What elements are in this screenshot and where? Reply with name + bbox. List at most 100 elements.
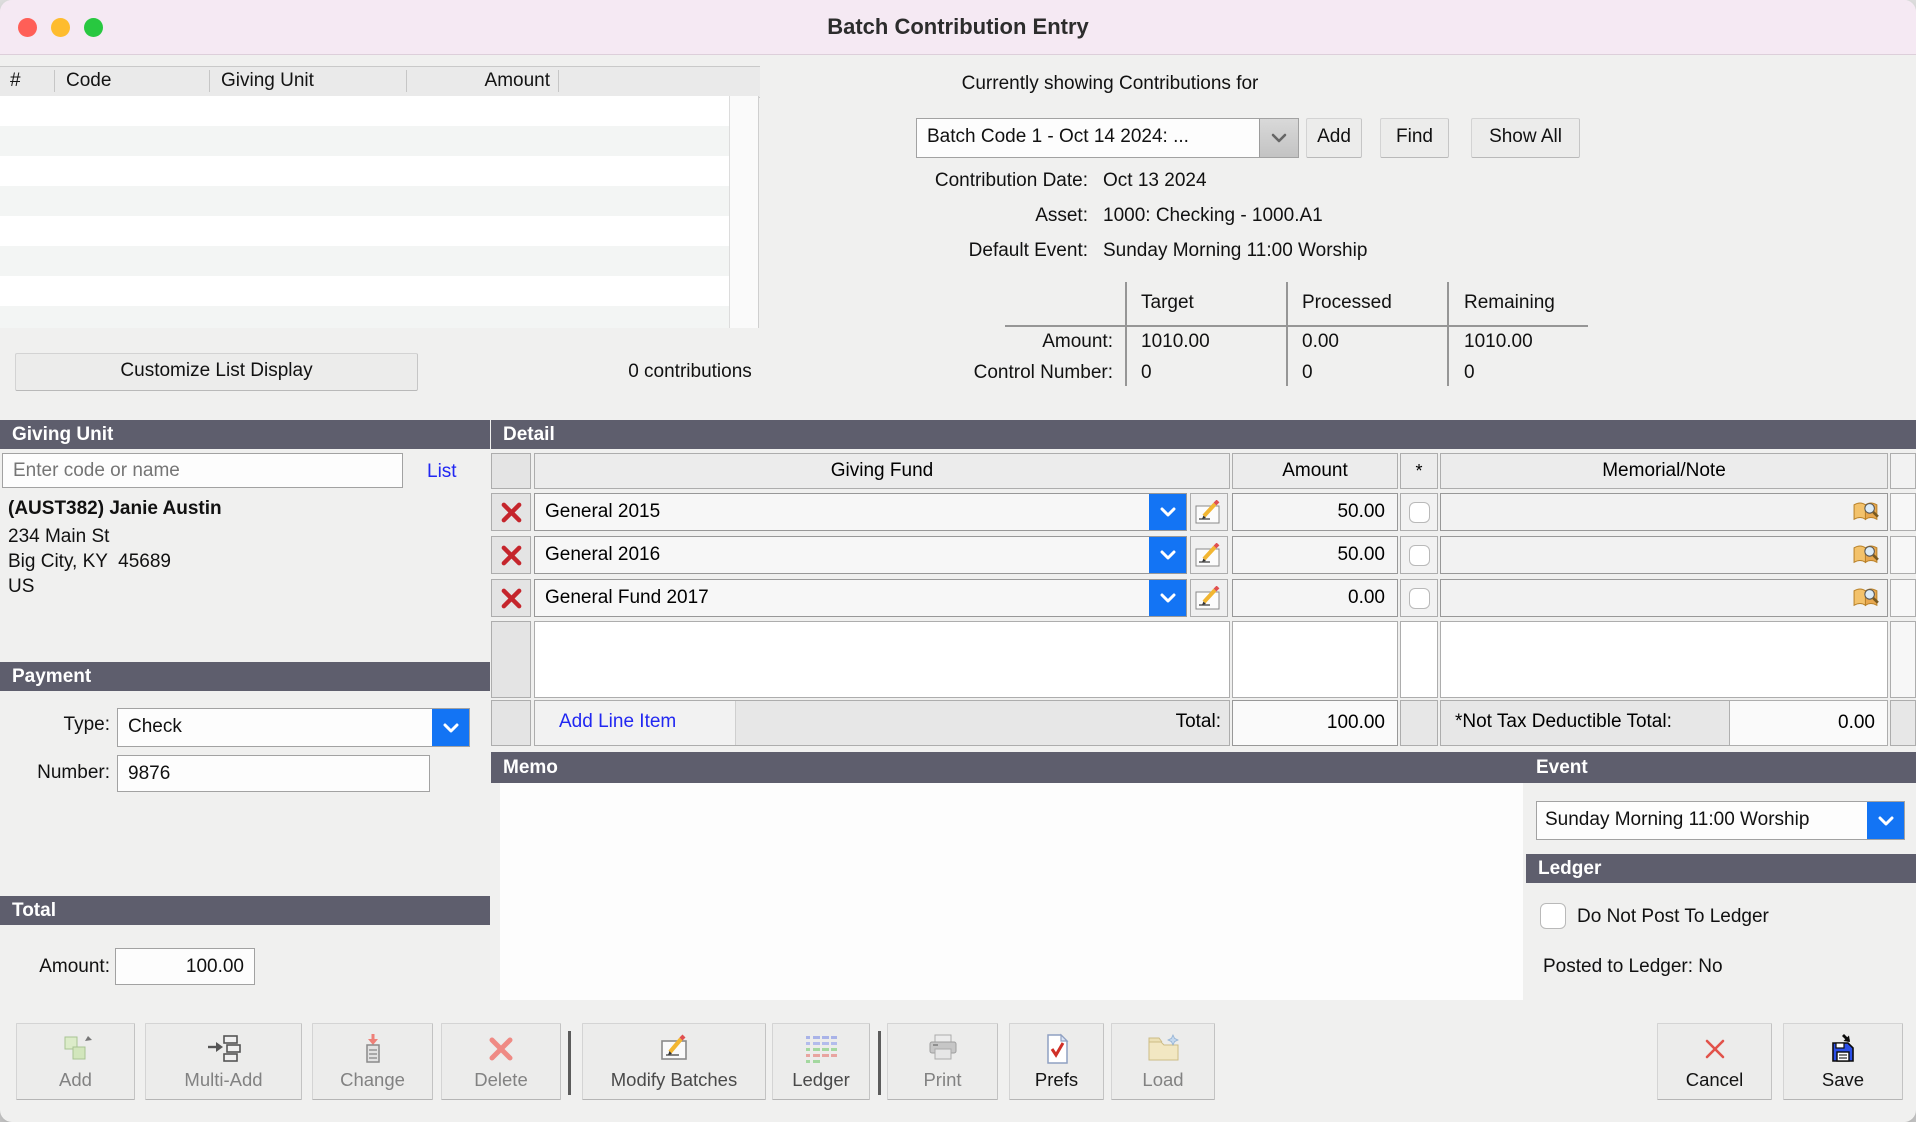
line-end-cell (1890, 536, 1916, 574)
detail-empty-memo-area (1440, 621, 1888, 698)
detail-footer-end (1890, 700, 1916, 746)
summary-amount-label: Amount: (1042, 331, 1113, 352)
zoom-window-icon[interactable] (84, 18, 103, 37)
title-bar (0, 0, 1916, 55)
column-header-number[interactable]: # (10, 70, 21, 91)
chevron-down-icon[interactable] (1149, 537, 1186, 573)
batch-add-button[interactable]: Add (1306, 118, 1362, 158)
multi-add-icon (146, 1033, 301, 1065)
summary-col-processed: Processed (1302, 292, 1392, 313)
line-amount-input[interactable]: 50.00 (1232, 536, 1398, 574)
column-separator (54, 70, 55, 92)
ledger-section-bar: Ledger (1526, 854, 1916, 883)
chevron-down-icon[interactable] (1149, 494, 1186, 530)
memo-textarea[interactable] (500, 783, 1523, 1000)
contribution-list-rows[interactable] (0, 96, 730, 328)
do-not-post-checkbox[interactable] (1540, 903, 1566, 929)
detail-footer-star (1400, 700, 1438, 746)
batch-find-button[interactable]: Find (1380, 118, 1449, 158)
delete-line-icon[interactable] (491, 493, 531, 531)
event-select[interactable]: Sunday Morning 11:00 Worship (1536, 801, 1905, 840)
close-window-icon[interactable] (18, 18, 37, 37)
column-header-code[interactable]: Code (66, 70, 112, 91)
line-memorial-input[interactable] (1440, 493, 1888, 531)
prefs-button[interactable]: Prefs (1009, 1023, 1104, 1100)
payment-number-input[interactable] (117, 755, 430, 792)
add-line-item-cell[interactable]: Add Line Item (535, 701, 736, 745)
print-button[interactable]: Print (887, 1023, 998, 1100)
detail-empty-fund-area (534, 621, 1230, 698)
giving-unit-search-input[interactable] (2, 453, 403, 488)
contribution-list-scrollbar[interactable] (729, 96, 759, 328)
chevron-down-icon[interactable] (1259, 119, 1298, 157)
delete-line-icon[interactable] (491, 579, 531, 617)
multi-add-button[interactable]: Multi-Add (145, 1023, 302, 1100)
add-icon (17, 1033, 134, 1065)
change-button[interactable]: Change (312, 1023, 433, 1100)
delete-icon (442, 1033, 560, 1065)
load-button[interactable]: Load (1111, 1023, 1215, 1100)
detail-col-end (1890, 453, 1916, 489)
payment-type-label: Type: (63, 714, 110, 735)
not-tax-deductible-checkbox[interactable] (1408, 587, 1430, 609)
add-line-item-link[interactable]: Add Line Item (559, 711, 677, 732)
detail-gutter-header (491, 453, 531, 489)
giving-unit-list-link[interactable]: List (427, 461, 457, 482)
fund-select[interactable]: General 2015 (534, 493, 1187, 531)
memo-header: Memo (503, 757, 558, 778)
modify-batches-button[interactable]: Modify Batches (582, 1023, 766, 1100)
column-separator (406, 70, 407, 92)
summary-divider (1125, 282, 1127, 386)
detail-footer-gutter (491, 700, 531, 746)
save-button[interactable]: Save (1783, 1023, 1903, 1100)
batch-code-select[interactable]: Batch Code 1 - Oct 14 2024: ... (916, 118, 1299, 158)
delete-button[interactable]: Delete (441, 1023, 561, 1100)
summary-divider (1286, 282, 1288, 386)
memorial-lookup-icon[interactable] (1852, 542, 1881, 571)
toolbar-separator (568, 1031, 571, 1095)
detail-section-bar: Detail (491, 420, 1916, 449)
line-memorial-input[interactable] (1440, 579, 1888, 617)
fund-edit-pencil-icon[interactable] (1190, 579, 1228, 617)
minimize-window-icon[interactable] (51, 18, 70, 37)
detail-empty-end-area (1890, 621, 1916, 698)
line-star-cell (1400, 536, 1438, 574)
payment-section-bar: Payment (0, 662, 490, 691)
line-star-cell (1400, 493, 1438, 531)
summary-control-remaining: 0 (1464, 362, 1475, 383)
memorial-lookup-icon[interactable] (1852, 499, 1881, 528)
fund-select[interactable]: General Fund 2017 (534, 579, 1187, 617)
ledger-icon (773, 1033, 869, 1063)
add-button[interactable]: Add (16, 1023, 135, 1100)
chevron-down-icon[interactable] (432, 709, 469, 746)
cancel-button[interactable]: Cancel (1657, 1023, 1772, 1100)
summary-divider (1447, 282, 1449, 386)
fund-edit-pencil-icon[interactable] (1190, 536, 1228, 574)
detail-empty-gutter (491, 621, 531, 698)
ledger-button[interactable]: Ledger (772, 1023, 870, 1100)
chevron-down-icon[interactable] (1867, 802, 1904, 839)
memorial-lookup-icon[interactable] (1852, 585, 1881, 614)
asset-value: 1000: Checking - 1000.A1 (1103, 205, 1323, 226)
customize-list-display-button[interactable]: Customize List Display (15, 353, 418, 391)
not-tax-deductible-checkbox[interactable] (1408, 544, 1430, 566)
fund-edit-pencil-icon[interactable] (1190, 493, 1228, 531)
not-tax-deductible-checkbox[interactable] (1408, 501, 1430, 523)
line-amount-input[interactable]: 0.00 (1232, 579, 1398, 617)
line-star-cell (1400, 579, 1438, 617)
load-icon (1112, 1033, 1214, 1063)
fund-select[interactable]: General 2016 (534, 536, 1187, 574)
batch-show-all-button[interactable]: Show All (1471, 118, 1580, 158)
payment-number-label: Number: (37, 762, 110, 783)
line-memorial-input[interactable] (1440, 536, 1888, 574)
contribution-date-value: Oct 13 2024 (1103, 170, 1207, 191)
payment-type-select[interactable]: Check (117, 708, 470, 747)
total-amount-input[interactable] (115, 948, 255, 985)
column-header-giving-unit[interactable]: Giving Unit (221, 70, 314, 91)
event-header: Event (1536, 757, 1588, 778)
column-header-amount[interactable]: Amount (484, 70, 550, 91)
column-separator (209, 70, 210, 92)
chevron-down-icon[interactable] (1149, 580, 1186, 616)
delete-line-icon[interactable] (491, 536, 531, 574)
line-amount-input[interactable]: 50.00 (1232, 493, 1398, 531)
